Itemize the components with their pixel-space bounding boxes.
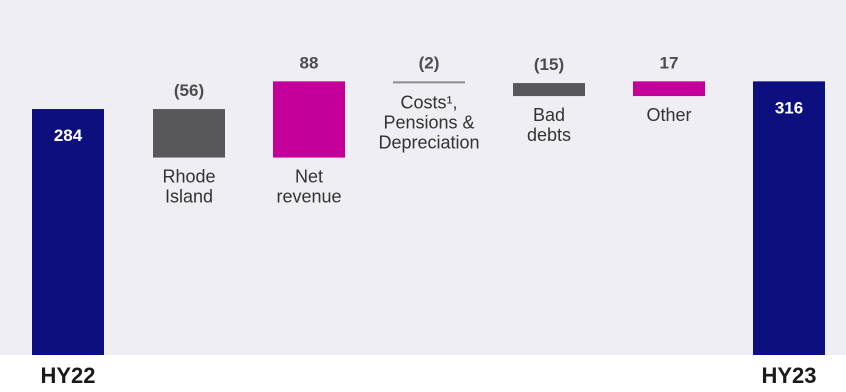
step-label-net-revenue-line-1: Net xyxy=(295,167,323,187)
start-bar-value: 284 xyxy=(54,126,83,145)
step-value-other: 17 xyxy=(660,53,679,72)
step-label-bad-debts-line-1: Bad xyxy=(533,105,565,125)
step-bar-net-revenue xyxy=(273,81,345,158)
end-bar-value: 316 xyxy=(775,98,803,117)
step-bar-rhode-island xyxy=(153,109,225,158)
step-label-costs-line-1: Costs¹, xyxy=(400,92,457,112)
step-label-rhode-island-line-2: Island xyxy=(165,187,213,207)
start-bar xyxy=(32,109,104,355)
step-label-bad-debts-line-2: debts xyxy=(527,125,571,145)
step-label-net-revenue-line-2: revenue xyxy=(276,187,341,207)
step-bar-bad-debts xyxy=(513,83,585,97)
step-label-rhode-island-line-1: Rhode xyxy=(162,167,215,187)
step-value-bad-debts: (15) xyxy=(534,55,564,74)
chart-background xyxy=(0,0,846,355)
end-category-label: HY23 xyxy=(761,363,816,388)
start-category-label: HY22 xyxy=(40,363,95,388)
end-bar xyxy=(753,81,825,356)
step-label-other-line-1: Other xyxy=(646,105,691,125)
step-label-costs-line-3: Depreciation xyxy=(378,132,479,152)
step-value-net-revenue: 88 xyxy=(300,53,319,72)
step-bar-other xyxy=(633,81,705,97)
step-label-costs-line-2: Pensions & xyxy=(383,112,474,132)
step-value-rhode-island: (56) xyxy=(174,81,204,100)
step-bar-costs xyxy=(393,81,465,84)
step-value-costs: (2) xyxy=(419,53,440,72)
